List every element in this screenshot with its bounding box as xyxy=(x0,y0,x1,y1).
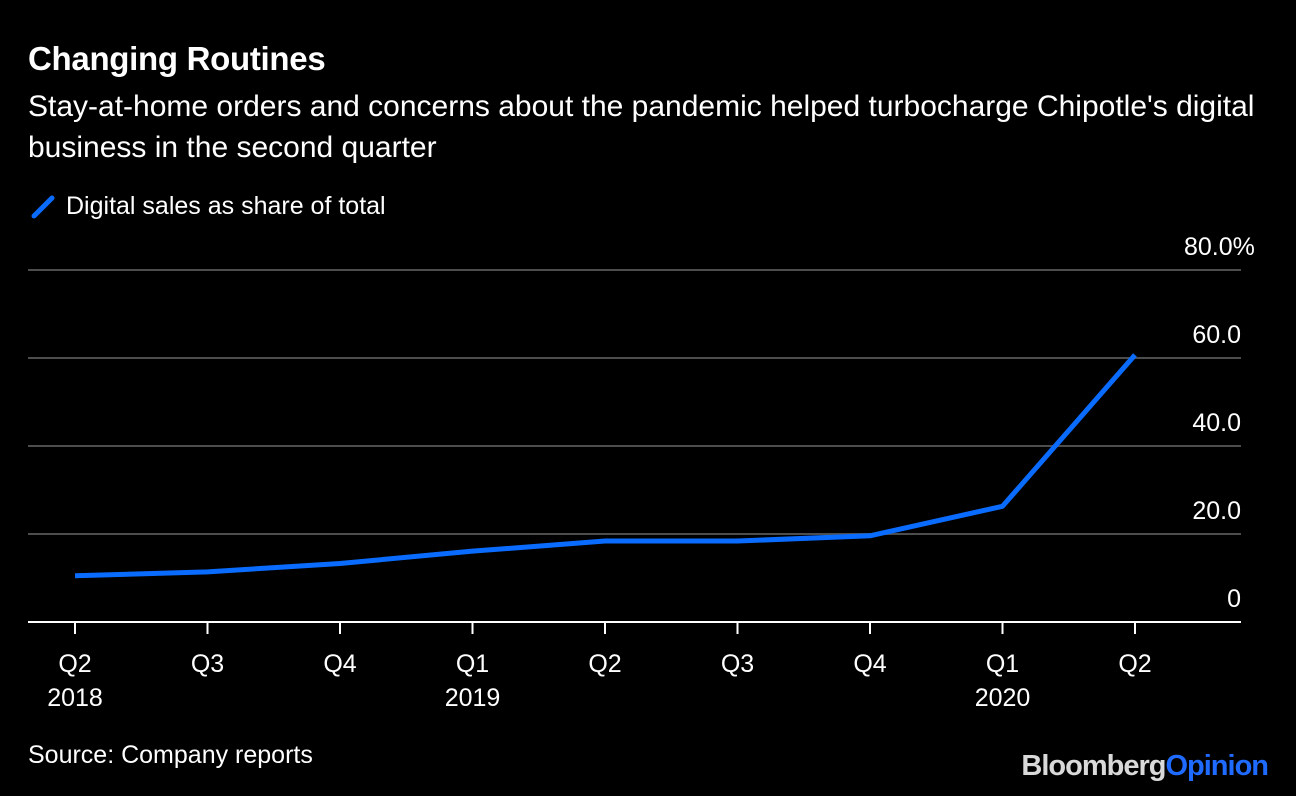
y-tick-label: 20.0 xyxy=(1192,497,1241,525)
legend-line-icon xyxy=(31,195,55,218)
y-tick-label: 80.0% xyxy=(1184,233,1255,261)
y-tick-label: 0 xyxy=(1227,585,1241,613)
x-tick-label: Q1 xyxy=(986,650,1019,678)
brand-logo: BloombergOpinion xyxy=(1021,750,1269,783)
x-year-label: 2020 xyxy=(975,684,1031,712)
x-tick-label: Q4 xyxy=(853,650,886,678)
x-tick-label: Q3 xyxy=(191,650,224,678)
x-year-label: 2019 xyxy=(445,684,501,712)
brand-logo-part2: Opinion xyxy=(1165,750,1269,782)
chart-subtitle: Stay-at-home orders and concerns about t… xyxy=(28,90,1255,164)
x-tick-label: Q2 xyxy=(588,650,621,678)
legend-label: Digital sales as share of total xyxy=(66,192,386,220)
y-tick-label: 40.0 xyxy=(1192,409,1241,437)
x-tick-label: Q4 xyxy=(323,650,356,678)
x-tick-label: Q2 xyxy=(1118,650,1151,678)
chart-title: Changing Routines xyxy=(28,40,326,77)
x-tick-label: Q1 xyxy=(456,650,489,678)
source-note: Source: Company reports xyxy=(28,741,313,769)
y-tick-label: 60.0 xyxy=(1192,321,1241,349)
legend: Digital sales as share of total xyxy=(30,192,386,221)
x-tick-label: Q3 xyxy=(721,650,754,678)
x-year-label: 2018 xyxy=(47,684,103,712)
brand-logo-part1: Bloomberg xyxy=(1021,750,1166,782)
series-line xyxy=(74,353,1137,579)
x-tick-label: Q2 xyxy=(58,650,91,678)
